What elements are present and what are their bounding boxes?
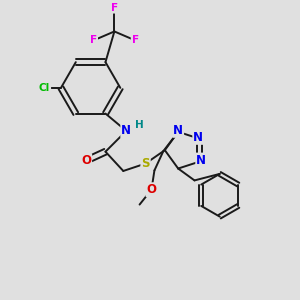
Text: N: N — [173, 124, 183, 137]
Text: F: F — [132, 35, 139, 45]
Text: Cl: Cl — [39, 83, 50, 93]
Text: S: S — [141, 157, 150, 170]
Text: O: O — [146, 183, 157, 196]
Text: N: N — [193, 131, 203, 144]
Text: N: N — [196, 154, 206, 166]
Text: O: O — [81, 154, 91, 167]
Text: H: H — [135, 120, 144, 130]
Text: F: F — [111, 3, 118, 13]
Text: F: F — [90, 35, 97, 45]
Text: N: N — [121, 124, 131, 137]
